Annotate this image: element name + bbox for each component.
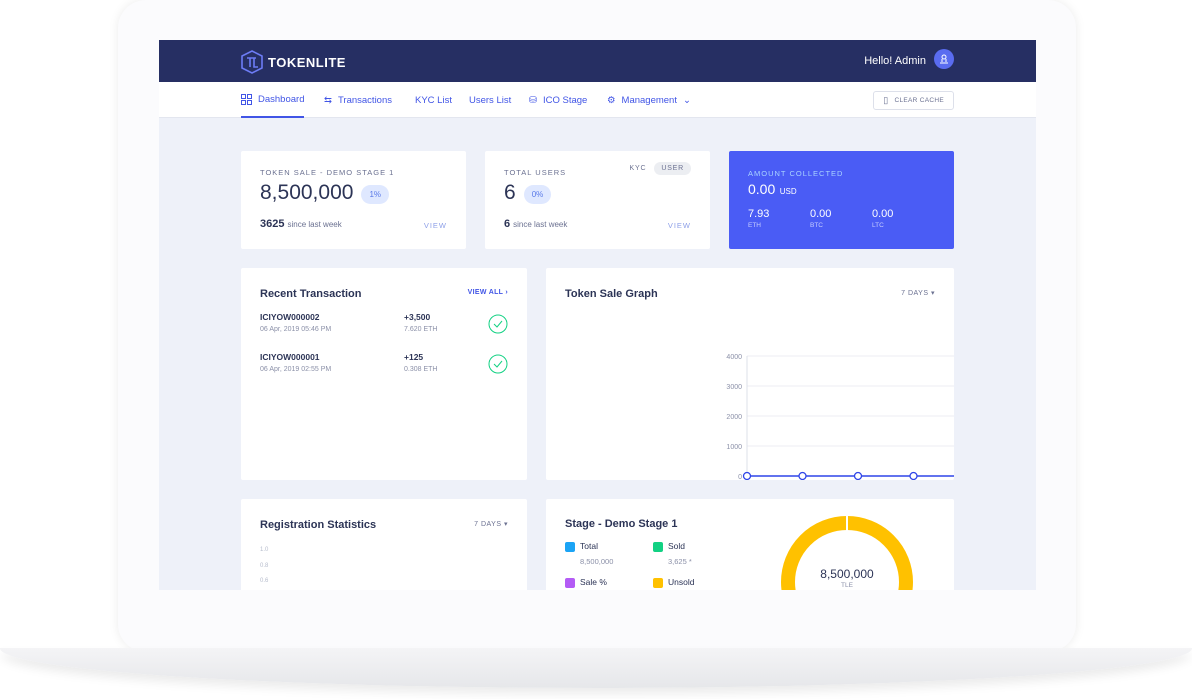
legend-swatch bbox=[653, 541, 663, 552]
main-nav: Dashboard ⇆ Transactions KYC List Users L… bbox=[159, 82, 1036, 118]
user-menu[interactable]: Hello! Admin bbox=[864, 49, 954, 69]
chevron-down-icon: ⌄ bbox=[682, 94, 691, 106]
tx-id: ICIYOW000001 bbox=[260, 352, 320, 362]
registration-statistics-card: Registration Statistics 7 DAYS ▾ 1.0 0.8 0… bbox=[241, 499, 527, 590]
laptop-base bbox=[0, 648, 1192, 688]
total-users-value: 6 bbox=[504, 181, 516, 204]
y-tick: 0.6 bbox=[260, 578, 269, 584]
arrows-icon: ⇆ bbox=[324, 94, 332, 106]
token-sale-value: 8,500,000 bbox=[260, 181, 354, 204]
legend-item: Sale % bbox=[565, 577, 607, 590]
range-dropdown[interactable]: 7 DAYS ▾ bbox=[901, 290, 935, 297]
range-dropdown[interactable]: 7 DAYS ▾ bbox=[474, 521, 508, 528]
tx-date: 06 Apr, 2019 02:55 PM bbox=[260, 366, 332, 373]
gear-icon: ⚙ bbox=[607, 94, 616, 106]
view-link[interactable]: VIEW bbox=[423, 221, 447, 230]
percent-badge: 1% bbox=[361, 185, 389, 205]
nav-label: Management bbox=[621, 94, 677, 106]
tx-id: ICIYOW000002 bbox=[260, 312, 320, 322]
data-point bbox=[742, 471, 752, 480]
check-circle-icon bbox=[488, 314, 508, 334]
token-sale-card: TOKEN SALE - DEMO STAGE 1 8,500,000 1% 36… bbox=[241, 151, 466, 249]
logo-icon bbox=[241, 50, 263, 74]
y-tick-label: 3000 bbox=[726, 384, 742, 391]
nav-ico-stage[interactable]: ⛁ ICO Stage bbox=[529, 82, 587, 118]
amount-unit: USD bbox=[779, 187, 797, 196]
nav-label: KYC List bbox=[415, 94, 452, 106]
donut-label: 8,500,000 TLE bbox=[820, 567, 874, 589]
card-title: Recent Transaction bbox=[260, 288, 362, 300]
legend-swatch bbox=[565, 577, 575, 588]
data-point bbox=[798, 471, 807, 480]
legend-swatch bbox=[653, 577, 663, 588]
nav-label: Transactions bbox=[337, 94, 392, 106]
transaction-row[interactable]: ICIYOW000002 06 Apr, 2019 05:46 PM +3,50… bbox=[260, 312, 508, 346]
y-tick-label: 1000 bbox=[726, 444, 742, 451]
coins-icon: ⛁ bbox=[529, 94, 537, 106]
percent-badge: 0% bbox=[523, 185, 552, 205]
card-label: TOTAL USERS bbox=[504, 168, 567, 177]
greeting: Hello! Admin bbox=[864, 55, 926, 67]
y-tick-label: 4000 bbox=[726, 354, 742, 361]
clear-cache-label: CLEAR CACHE bbox=[894, 97, 944, 104]
clear-cache-button[interactable]: ▯ CLEAR CACHE bbox=[873, 91, 954, 110]
view-all-link[interactable]: VIEW ALL › bbox=[467, 289, 508, 296]
tx-date: 06 Apr, 2019 05:46 PM bbox=[260, 326, 332, 333]
series-line bbox=[746, 475, 954, 477]
recent-transaction-card: Recent Transaction VIEW ALL › ICIYOW0000… bbox=[241, 268, 527, 480]
token-sale-graph-card: Token Sale Graph 7 DAYS ▾ bbox=[546, 268, 954, 480]
kyc-toggle[interactable]: KYC bbox=[629, 165, 647, 172]
nav-management[interactable]: ⚙ Management ⌄ bbox=[607, 82, 691, 118]
y-tick: 1.0 bbox=[260, 547, 269, 553]
nav-label: ICO Stage bbox=[542, 94, 588, 106]
grid-icon bbox=[241, 93, 252, 105]
nav-transactions[interactable]: ⇆ Transactions bbox=[324, 82, 392, 118]
y-tick-label: 0 bbox=[738, 474, 742, 480]
coin-ltc: 0.00 LTC bbox=[872, 208, 894, 229]
y-tick: 0.8 bbox=[260, 562, 269, 569]
legend-swatch bbox=[565, 541, 575, 552]
user-avatar-icon[interactable] bbox=[934, 49, 954, 69]
nav-label: Users List bbox=[469, 94, 512, 106]
card-label: TOKEN SALE - DEMO STAGE 1 bbox=[260, 168, 395, 177]
legend-item: Unsold bbox=[653, 577, 694, 590]
card-title: Registration Statistics bbox=[260, 519, 377, 531]
coin-btc: 0.00 BTC bbox=[810, 208, 832, 229]
card-label: AMOUNT COLLECTED bbox=[748, 169, 844, 178]
brand-name: TOKENLITE bbox=[268, 54, 346, 70]
card-title: Token Sale Graph bbox=[565, 288, 658, 300]
user-toggle[interactable]: USER bbox=[654, 162, 691, 175]
nav-label: Dashboard bbox=[258, 93, 305, 105]
amount-collected-card: AMOUNT COLLECTED 0.00 USD 7.93 ETH 0.00 BT… bbox=[729, 151, 954, 249]
y-tick-label: 2000 bbox=[726, 414, 742, 421]
tx-tokens: +125 bbox=[404, 352, 424, 362]
nav-dashboard[interactable]: Dashboard bbox=[241, 82, 305, 118]
stage-donut bbox=[781, 515, 913, 590]
card-title: Stage - Demo Stage 1 bbox=[565, 518, 678, 530]
tx-amount: 0.308 ETH bbox=[404, 366, 438, 373]
legend-item: Sold 3,625 * bbox=[653, 541, 692, 566]
check-circle-icon bbox=[488, 354, 508, 374]
tx-amount: 7.620 ETH bbox=[404, 326, 438, 333]
nav-kyc-list[interactable]: KYC List bbox=[415, 82, 452, 118]
screen: TOKENLITE Hello! Admin Dashboard ⇆ Transa… bbox=[159, 40, 1036, 590]
nav-users-list[interactable]: Users List bbox=[469, 82, 511, 118]
data-point bbox=[909, 471, 918, 480]
tx-tokens: +3,500 bbox=[404, 312, 431, 322]
view-link[interactable]: VIEW bbox=[667, 221, 691, 230]
coin-eth: 7.93 ETH bbox=[748, 208, 770, 229]
transaction-row[interactable]: ICIYOW000001 06 Apr, 2019 02:55 PM +125 0… bbox=[260, 352, 508, 386]
stage-card: Stage - Demo Stage 1 Total 8,500,000 Sold 3… bbox=[546, 499, 954, 590]
data-point bbox=[853, 471, 863, 480]
total-users-card: TOTAL USERS KYC USER 6 0% 6 since last week… bbox=[485, 151, 710, 249]
logo[interactable]: TOKENLITE bbox=[241, 50, 346, 74]
legend-item: Total 8,500,000 bbox=[565, 541, 613, 566]
trash-icon: ▯ bbox=[883, 95, 889, 105]
amount-value: 0.00 bbox=[748, 181, 776, 197]
top-bar: TOKENLITE Hello! Admin bbox=[159, 40, 1036, 82]
since-last-week: 3625 since last week bbox=[260, 218, 342, 230]
since-last-week: 6 since last week bbox=[504, 218, 568, 230]
token-sale-chart: 0100020003000400031 Mar01 Apr02 Apr03 Ap… bbox=[726, 354, 954, 480]
